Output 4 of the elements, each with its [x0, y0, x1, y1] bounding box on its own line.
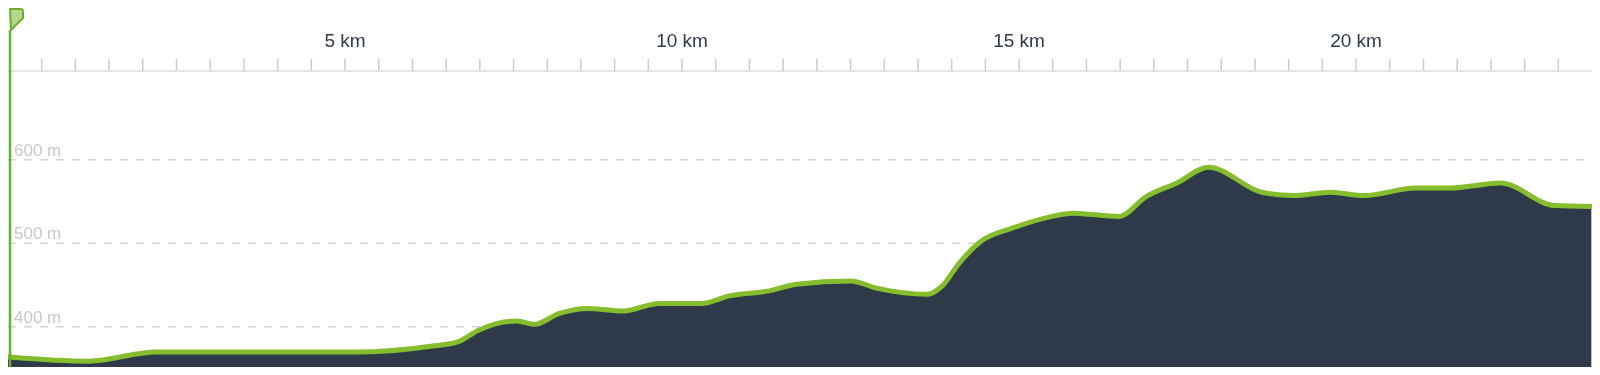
- x-tick-label: 15 km: [993, 30, 1045, 51]
- x-tick-label: 5 km: [324, 30, 366, 51]
- x-tick-label: 20 km: [1330, 30, 1382, 51]
- x-tick-label: 10 km: [656, 30, 708, 51]
